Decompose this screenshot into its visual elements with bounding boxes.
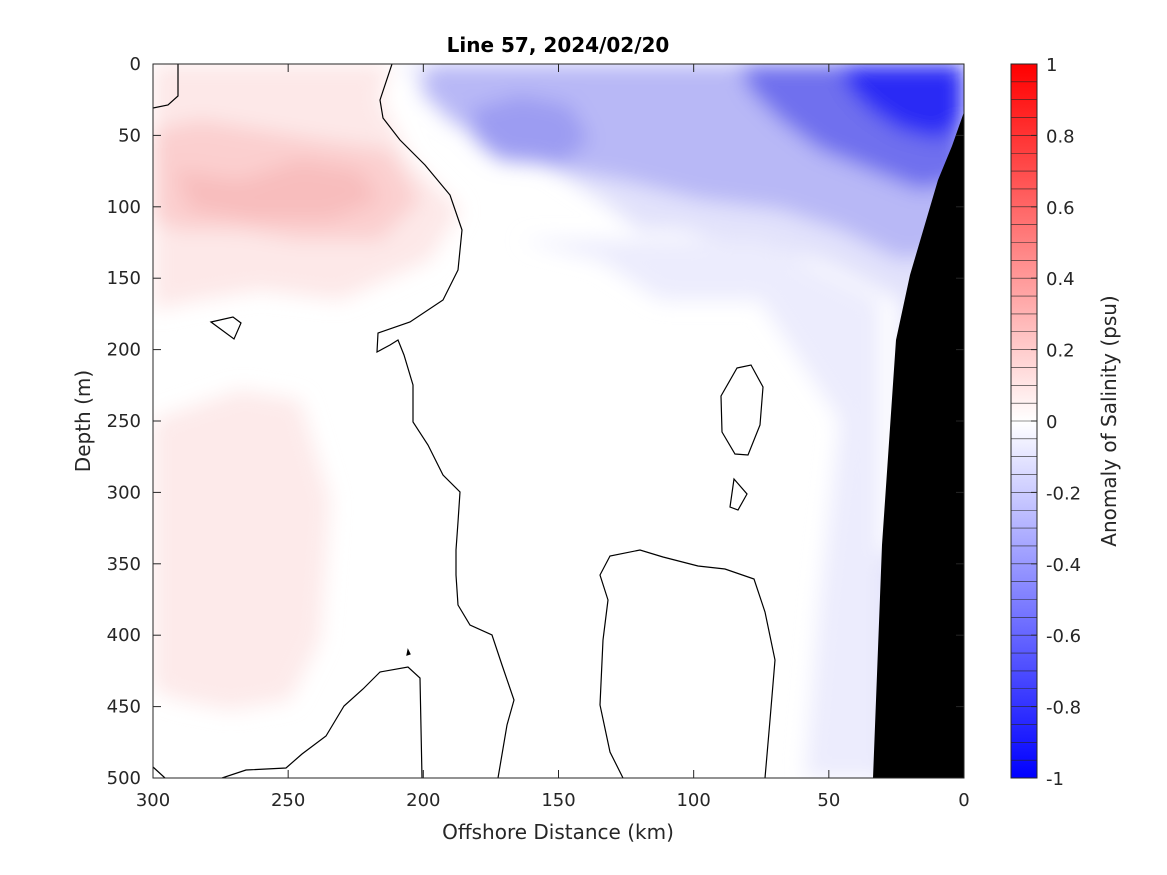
y-tick-label: 450	[107, 697, 141, 718]
zero-contour-main	[376, 64, 515, 778]
y-tick-label: 300	[107, 482, 141, 503]
fresh-pocket	[470, 95, 590, 165]
y-tick-label: 0	[130, 54, 141, 75]
zero-contour-isolated-patch	[720, 364, 764, 456]
zero-contour-lines	[153, 64, 776, 778]
y-tick-label: 200	[107, 340, 141, 361]
x-tick-label: 100	[676, 790, 710, 811]
colorbar-tick-label: 0.4	[1046, 269, 1075, 290]
y-axis: 0 50 100 150 200 250 300 350 400 450 500	[107, 54, 964, 789]
zero-contour-bottom-corner	[153, 766, 166, 778]
salty-lens-core	[175, 160, 380, 220]
x-axis: 300 250 200 150 100 50 0	[136, 64, 970, 811]
x-tick-label: 250	[271, 790, 305, 811]
chart-title: Line 57, 2024/02/20	[447, 33, 670, 57]
salinity-anomaly-field	[153, 64, 964, 778]
bathymetry-seafloor	[873, 112, 964, 778]
y-tick-label: 350	[107, 554, 141, 575]
y-tick-label: 100	[107, 197, 141, 218]
fresh-layer-light	[400, 64, 964, 778]
colorbar-tick-label: 0	[1046, 412, 1057, 433]
colorbar-label: Anomaly of Salinity (psu)	[1097, 295, 1121, 546]
zero-contour-top-left	[153, 64, 179, 109]
x-tick-label: 150	[541, 790, 575, 811]
colorbar-tick-label: 1	[1046, 55, 1057, 76]
x-tick-label: 0	[958, 790, 969, 811]
y-tick-label: 50	[118, 125, 141, 146]
fresh-core-inner	[840, 64, 964, 140]
x-tick-label: 50	[817, 790, 840, 811]
colorbar-tick-label: 0.6	[1046, 198, 1075, 219]
zero-contour-deep-left	[221, 666, 423, 778]
fresh-layer-lower	[520, 240, 880, 778]
zero-contour-small-loop	[209, 316, 242, 340]
y-axis-title: Depth (m)	[71, 370, 95, 472]
y-tick-label: 400	[107, 625, 141, 646]
x-tick-label: 300	[136, 790, 170, 811]
x-tick-label: 200	[406, 790, 440, 811]
zero-contour-deep-middle	[599, 549, 776, 778]
colorbar-tick-label: 0.8	[1046, 126, 1075, 147]
y-tick-label: 500	[107, 768, 141, 789]
y-tick-label: 150	[107, 268, 141, 289]
colorbar-tick-label: -1	[1046, 769, 1064, 790]
x-axis-title: Offshore Distance (km)	[442, 820, 674, 844]
colorbar-tick-label: -0.2	[1046, 483, 1081, 504]
colorbar-tick-label: 0.2	[1046, 341, 1075, 362]
plot-area: 300 250 200 150 100 50 0 050100150200250300350…	[107, 54, 970, 811]
colorbar-ticks: 1 0.8 0.6 0.4 0.2 0 -0.2 -0.4 -0.6 -0.8 -1	[1031, 55, 1081, 790]
colorbar: 1 0.8 0.6 0.4 0.2 0 -0.2 -0.4 -0.6 -0.8 -1 Anomaly…	[1010, 55, 1121, 790]
zero-contour-small-triangle	[729, 477, 748, 511]
colorbar-tick-label: -0.6	[1046, 626, 1081, 647]
colorbar-tick-label: -0.4	[1046, 555, 1081, 576]
y-tick-label: 250	[107, 411, 141, 432]
deep-salty-lens	[153, 390, 330, 710]
zero-contour-tiny-dot	[406, 648, 411, 656]
colorbar-tick-label: -0.8	[1046, 698, 1081, 719]
